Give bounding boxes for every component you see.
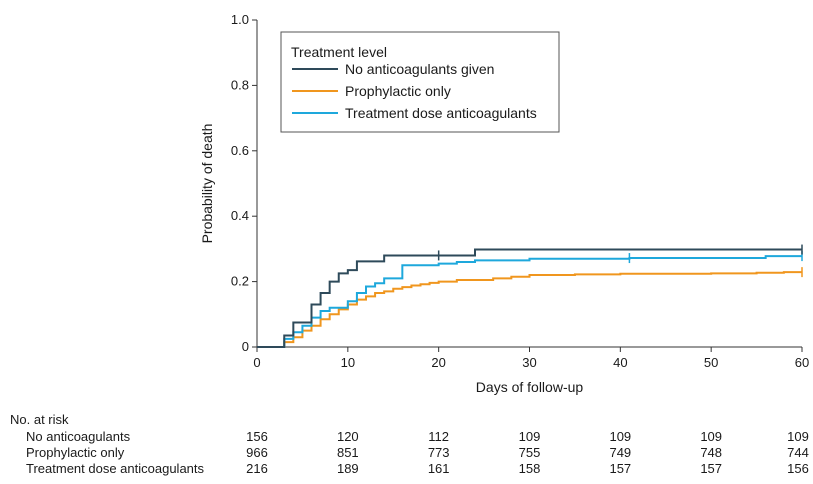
legend-label: Treatment dose anticoagulants — [345, 105, 537, 121]
axes: 0 10 20 30 40 50 60 0 0.2 0.4 0.6 0.8 1.0 Days of f… — [199, 12, 809, 395]
legend-label: Prophylactic only — [345, 83, 451, 99]
risk-table-title: No. at risk — [10, 412, 69, 427]
x-tick-label: 0 — [253, 355, 260, 370]
series-line — [257, 248, 802, 348]
series-line — [257, 255, 802, 348]
risk-value: 112 — [428, 429, 449, 444]
legend-label: No anticoagulants given — [345, 61, 494, 77]
x-tick-label: 40 — [613, 355, 627, 370]
x-ticks: 0 10 20 30 40 50 60 — [253, 347, 809, 370]
risk-value: 966 — [246, 445, 268, 460]
risk-value: 748 — [700, 445, 722, 460]
risk-value: 157 — [700, 461, 722, 476]
risk-value: 189 — [337, 461, 359, 476]
legend-items: No anticoagulants given Prophylactic only… — [292, 61, 537, 121]
risk-rows: No anticoagulants 156 120 112 109 109 109 109 Pr… — [26, 429, 809, 476]
risk-row-label: Treatment dose anticoagulants — [26, 461, 205, 476]
y-tick-label: 0.4 — [231, 208, 249, 223]
x-tick-label: 20 — [431, 355, 445, 370]
x-tick-label: 60 — [795, 355, 809, 370]
risk-value: 216 — [246, 461, 268, 476]
risk-value: 851 — [337, 445, 359, 460]
y-tick-label: 1.0 — [231, 12, 249, 27]
legend: Treatment level No anticoagulants given P… — [280, 31, 560, 133]
x-axis-label: Days of follow-up — [476, 379, 584, 395]
y-tick-label: 0 — [242, 339, 249, 354]
risk-value: 773 — [428, 445, 450, 460]
risk-table: No. at risk No anticoagulants 156 120 112 10… — [10, 412, 809, 476]
risk-row-label: Prophylactic only — [26, 445, 125, 460]
risk-value: 749 — [609, 445, 631, 460]
risk-value: 161 — [428, 461, 450, 476]
x-tick-label: 10 — [341, 355, 355, 370]
risk-value: 109 — [787, 429, 809, 444]
risk-value: 109 — [519, 429, 541, 444]
legend-box — [280, 31, 560, 133]
x-tick-label: 50 — [704, 355, 718, 370]
series-line — [257, 271, 802, 348]
y-axis-label: Probability of death — [199, 124, 215, 244]
risk-value: 755 — [519, 445, 541, 460]
risk-value: 120 — [337, 429, 359, 444]
x-tick-label: 30 — [522, 355, 536, 370]
risk-value: 109 — [609, 429, 631, 444]
series-lines — [257, 244, 803, 348]
risk-value: 109 — [700, 429, 722, 444]
y-ticks: 0 0.2 0.4 0.6 0.8 1.0 — [231, 12, 257, 354]
risk-value: 744 — [787, 445, 809, 460]
risk-value: 156 — [787, 461, 809, 476]
risk-row-label: No anticoagulants — [26, 429, 131, 444]
y-tick-label: 0.6 — [231, 143, 249, 158]
risk-value: 157 — [609, 461, 631, 476]
risk-value: 156 — [246, 429, 268, 444]
y-tick-label: 0.2 — [231, 274, 249, 289]
y-tick-label: 0.8 — [231, 77, 249, 92]
legend-title: Treatment level — [291, 44, 387, 60]
risk-value: 158 — [519, 461, 541, 476]
